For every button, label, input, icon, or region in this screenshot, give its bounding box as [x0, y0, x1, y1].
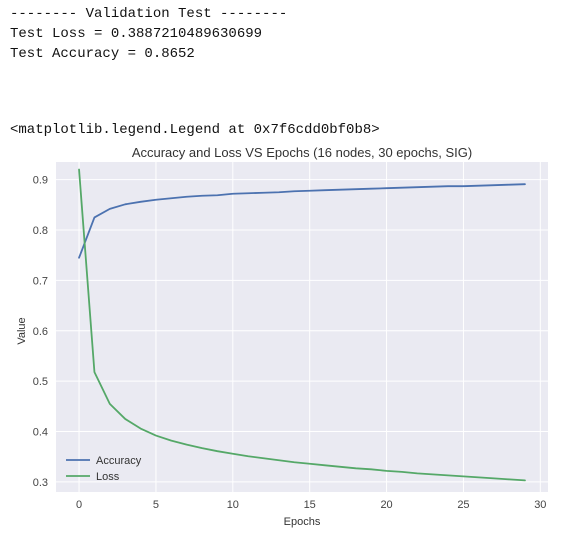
- x-axis-label: Epochs: [284, 516, 321, 528]
- console-test-loss: Test Loss = 0.3887210489630699: [10, 26, 263, 42]
- tick-labels: 0 5 10 15 20 25 30 0.3 0.4 0.5 0.6 0.7 0.8 0.9: [33, 175, 547, 511]
- y-tick-label: 0.8: [33, 225, 48, 237]
- plot-area: [56, 162, 548, 492]
- y-tick-label: 0.7: [33, 275, 48, 287]
- x-tick-label: 25: [457, 499, 469, 511]
- x-tick-label: 20: [380, 499, 392, 511]
- series-line-loss: [78, 168, 526, 482]
- y-tick-label: 0.9: [33, 175, 48, 187]
- series-line-accuracy: [78, 183, 526, 259]
- x-tick-label: 10: [227, 499, 239, 511]
- legend-label-loss: Loss: [96, 471, 120, 483]
- y-axis-label: Value: [16, 317, 28, 344]
- y-tick-label: 0.5: [33, 376, 48, 388]
- console-test-accuracy: Test Accuracy = 0.8652: [10, 46, 195, 62]
- y-tick-label: 0.6: [33, 326, 48, 338]
- legend: Accuracy Loss: [66, 455, 142, 483]
- x-tick-label: 0: [76, 499, 82, 511]
- legend-label-accuracy: Accuracy: [96, 455, 142, 467]
- x-tick-label: 30: [534, 499, 546, 511]
- series-lines: [78, 168, 526, 482]
- console-legend-repr: <matplotlib.legend.Legend at 0x7f6cdd0bf…: [10, 122, 380, 138]
- console-validation-header: -------- Validation Test --------: [10, 6, 288, 22]
- chart-title: Accuracy and Loss VS Epochs (16 nodes, 3…: [132, 145, 472, 160]
- y-tick-label: 0.4: [33, 427, 48, 439]
- y-tick-label: 0.3: [33, 477, 48, 489]
- grid-lines: [56, 162, 548, 492]
- x-tick-label: 15: [304, 499, 316, 511]
- x-tick-label: 5: [153, 499, 159, 511]
